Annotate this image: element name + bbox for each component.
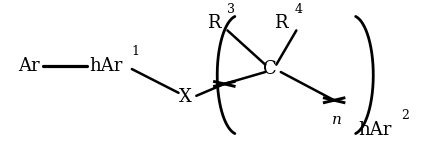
Text: 1: 1 xyxy=(132,45,140,58)
Text: hAr: hAr xyxy=(90,57,123,75)
Text: Ar: Ar xyxy=(18,57,40,75)
Text: hAr: hAr xyxy=(359,121,392,139)
Text: 2: 2 xyxy=(401,109,409,122)
Text: 4: 4 xyxy=(294,3,302,16)
Text: n: n xyxy=(331,113,341,127)
Text: R: R xyxy=(207,14,221,32)
Text: X: X xyxy=(179,88,192,106)
Text: R: R xyxy=(274,14,288,32)
Text: 3: 3 xyxy=(227,3,235,16)
Text: C: C xyxy=(263,60,277,78)
